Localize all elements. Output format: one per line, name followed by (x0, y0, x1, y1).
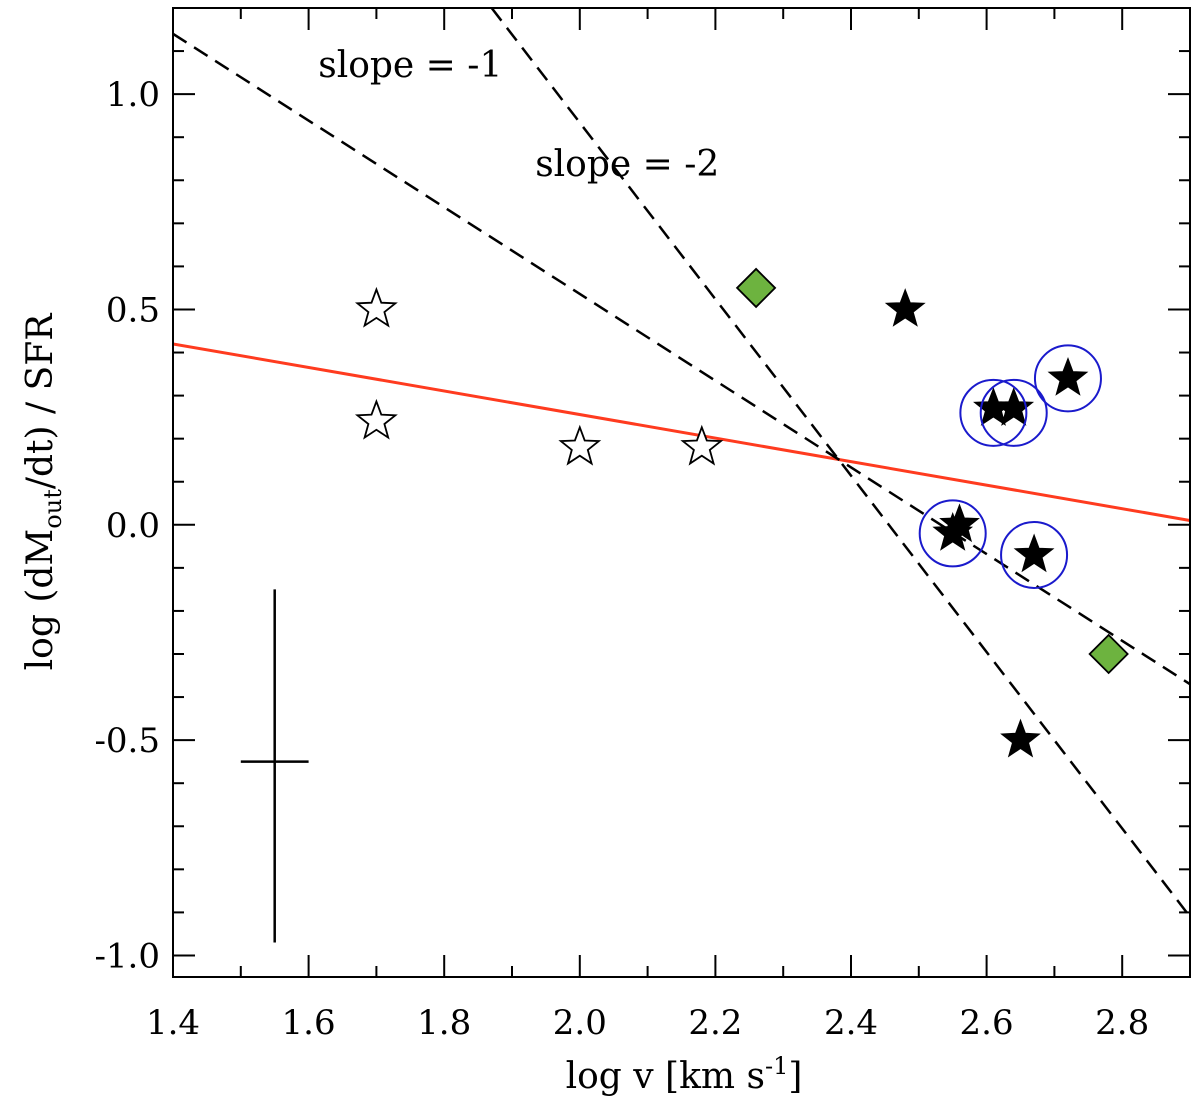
open-star-marker (354, 286, 398, 328)
x-tick-label: 2.4 (824, 1003, 878, 1043)
open-star-marker (558, 424, 602, 466)
x-tick-label: 2.2 (688, 1003, 742, 1043)
axis-layer: 1.4 1.6 1.8 2.0 2.2 2.4 2.6 2.8 -1.0 -0.5 0.0 0.5 1.… (94, 7, 1191, 1043)
slope-annotation: slope = -2 (535, 144, 719, 185)
filled-star-marker (1000, 718, 1041, 758)
circle-marker (918, 499, 987, 568)
open-star-marker (680, 424, 724, 466)
y-tick-label: 1.0 (106, 75, 160, 115)
circle-marker (959, 378, 1028, 447)
circle-marker (1000, 520, 1069, 589)
slope-annotation: slope = -1 (318, 45, 502, 86)
x-tick-label: 1.8 (417, 1003, 471, 1043)
filled-star-marker (1013, 533, 1055, 573)
x-tick-label: 1.6 (282, 1003, 336, 1043)
x-tick-label: 1.4 (146, 1003, 200, 1043)
filled-star-marker (993, 387, 1035, 426)
x-axis-label: log v [km s-1] (566, 1052, 803, 1097)
y-tick-label: -0.5 (94, 721, 160, 761)
dashed-line (173, 32, 1190, 686)
x-tick-label: 2.0 (553, 1003, 607, 1043)
y-tick-label: 0.0 (106, 506, 160, 546)
x-tick-label: 2.6 (960, 1003, 1014, 1043)
circle-marker (1033, 344, 1102, 413)
data-layer: slope = -1 slope = -2 (173, 8, 1190, 943)
plot-frame (172, 7, 1191, 978)
diamond-marker (1088, 633, 1129, 675)
dashed-line (490, 8, 1190, 918)
x-tick-label: 2.8 (1095, 1003, 1149, 1043)
open-star-marker (354, 398, 398, 440)
y-axis-label: log (dMout/dt) / SFR (20, 313, 67, 671)
diamond-marker (735, 267, 777, 309)
filled-star-marker (1047, 356, 1089, 396)
filled-star-marker (884, 288, 926, 327)
y-tick-label: -1.0 (94, 936, 160, 976)
y-tick-label: 0.5 (106, 290, 160, 330)
circle-marker (979, 378, 1048, 447)
filled-star-marker (939, 503, 980, 543)
fit-line (173, 342, 1190, 522)
